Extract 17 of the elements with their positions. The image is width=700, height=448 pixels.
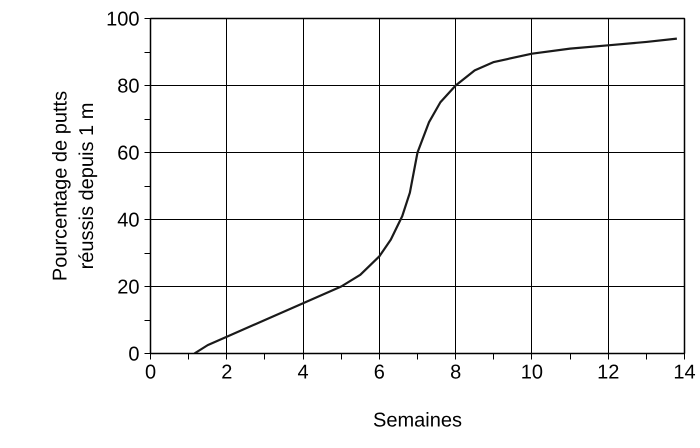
x-tick-label: 8 xyxy=(450,362,462,384)
x-tick-label: 2 xyxy=(221,362,232,384)
y-tick-label: 60 xyxy=(117,142,140,164)
x-tick-label: 14 xyxy=(673,362,696,384)
x-tick-label: 4 xyxy=(298,362,309,384)
y-tick-label: 80 xyxy=(117,76,140,98)
y-tick-label: 100 xyxy=(106,8,140,30)
x-tick-label: 12 xyxy=(597,362,620,384)
x-axis-title: Semaines xyxy=(373,410,462,432)
x-tick-label: 10 xyxy=(520,362,544,384)
y-tick-label: 40 xyxy=(117,210,140,232)
x-tick-label: 6 xyxy=(374,362,385,384)
y-tick-label: 20 xyxy=(117,276,140,298)
y-axis-title: Pourcentage de putts réussis depuis 1 m xyxy=(50,90,98,282)
y-tick-label: 0 xyxy=(128,344,140,366)
x-tick-label: 0 xyxy=(144,362,156,384)
line-series xyxy=(193,38,678,354)
